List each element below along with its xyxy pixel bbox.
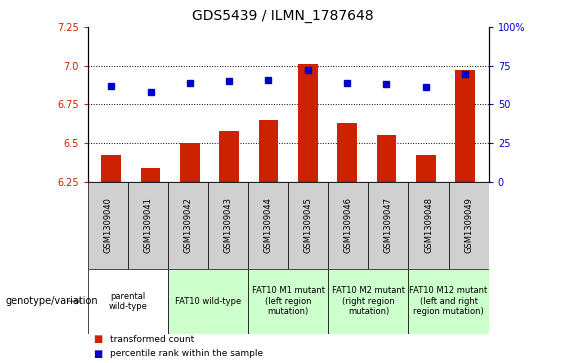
Text: GSM1309046: GSM1309046 — [344, 197, 353, 253]
Text: GSM1309040: GSM1309040 — [103, 197, 112, 253]
Bar — [408, 269, 489, 334]
Text: FAT10 M1 mutant
(left region
mutation): FAT10 M1 mutant (left region mutation) — [251, 286, 325, 316]
Text: FAT10 M2 mutant
(right region
mutation): FAT10 M2 mutant (right region mutation) — [332, 286, 405, 316]
Text: GSM1309043: GSM1309043 — [224, 197, 232, 253]
Bar — [328, 269, 408, 334]
Bar — [208, 182, 248, 269]
Text: GSM1309048: GSM1309048 — [424, 197, 433, 253]
Bar — [377, 135, 396, 182]
Bar — [88, 269, 168, 334]
Text: FAT10 M12 mutant
(left and right
region mutation): FAT10 M12 mutant (left and right region … — [410, 286, 488, 316]
Text: GSM1309047: GSM1309047 — [384, 197, 393, 253]
Bar — [168, 182, 208, 269]
Text: transformed count: transformed count — [110, 335, 194, 344]
Text: FAT10 wild-type: FAT10 wild-type — [175, 297, 241, 306]
Bar — [219, 131, 239, 182]
Bar — [408, 182, 449, 269]
Text: GSM1309041: GSM1309041 — [144, 197, 152, 253]
Bar — [298, 64, 318, 182]
Text: GSM1309045: GSM1309045 — [304, 197, 312, 253]
Bar — [449, 182, 489, 269]
Text: GSM1309044: GSM1309044 — [264, 197, 272, 253]
Bar — [455, 70, 475, 182]
Bar — [101, 155, 121, 182]
Text: GSM1309049: GSM1309049 — [464, 197, 473, 253]
Bar — [128, 182, 168, 269]
Bar — [288, 182, 328, 269]
Bar — [180, 143, 199, 182]
Text: parental
wild-type: parental wild-type — [108, 291, 147, 311]
Bar — [368, 182, 408, 269]
Bar — [168, 269, 248, 334]
Bar — [328, 182, 368, 269]
Text: ■: ■ — [93, 334, 102, 344]
Bar — [416, 155, 436, 182]
Text: GDS5439 / ILMN_1787648: GDS5439 / ILMN_1787648 — [192, 9, 373, 23]
Bar — [259, 120, 279, 182]
Text: ■: ■ — [93, 349, 102, 359]
Text: genotype/variation: genotype/variation — [6, 296, 98, 306]
Bar — [88, 182, 128, 269]
Bar — [248, 182, 288, 269]
Text: percentile rank within the sample: percentile rank within the sample — [110, 350, 263, 358]
Text: GSM1309042: GSM1309042 — [184, 197, 192, 253]
Bar — [248, 269, 328, 334]
Bar — [337, 123, 357, 182]
Bar — [141, 168, 160, 182]
